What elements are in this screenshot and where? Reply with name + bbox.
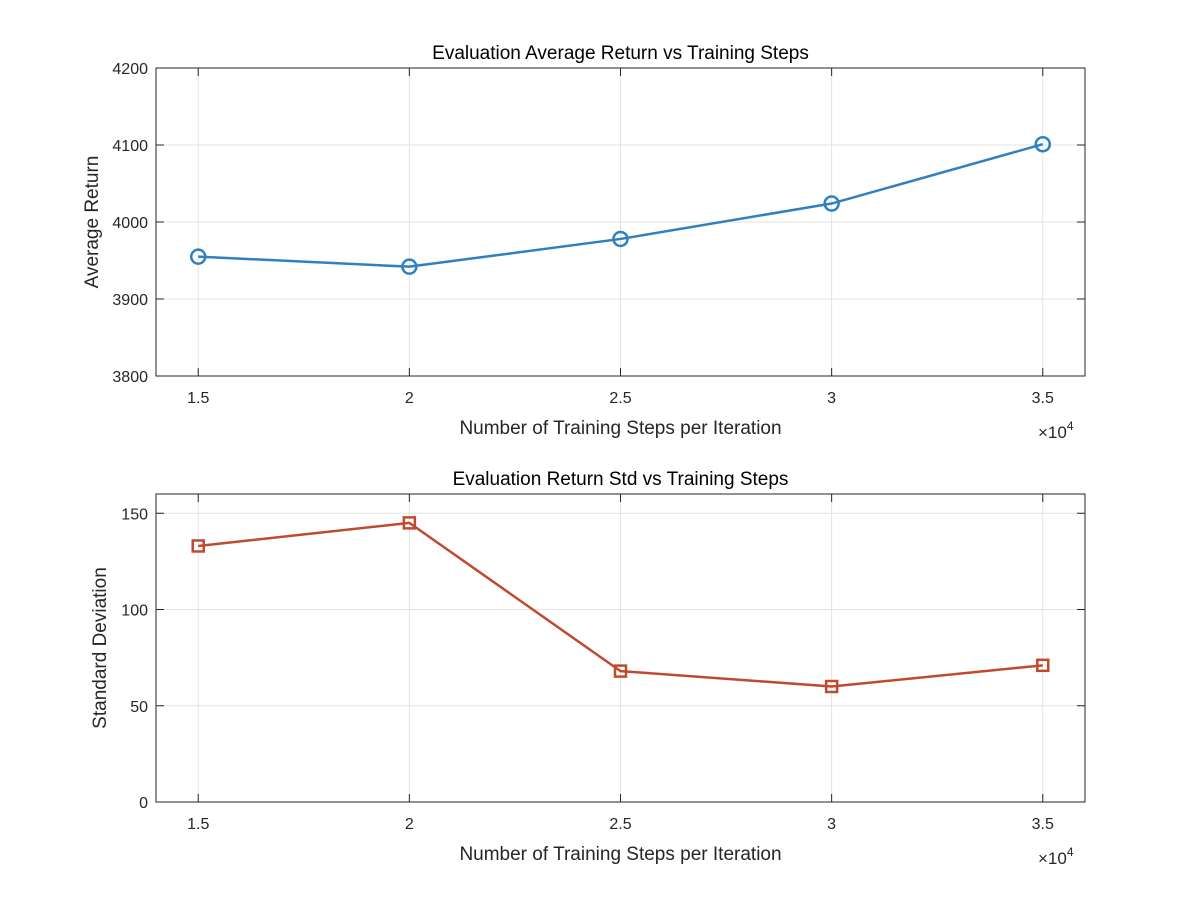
gridlines	[156, 494, 1085, 803]
x-tick-label: 3.5	[1032, 390, 1054, 407]
x-axis-label: Number of Training Steps per Iteration	[459, 418, 781, 439]
data-point-marker	[191, 539, 205, 553]
y-tick-labels: 3800 3900 4000 4100 4200	[112, 61, 148, 386]
data-point-marker	[1036, 658, 1050, 673]
y-axis-label: Standard Deviation	[90, 567, 111, 729]
data-point-marker	[823, 195, 840, 212]
exponent-power: 4	[1067, 419, 1074, 433]
y-tick-labels: 0 50 100 150	[121, 506, 148, 812]
y-tick-label: 4200	[112, 61, 148, 78]
exponent-power: 4	[1067, 845, 1074, 859]
y-axis-label: Average Return	[82, 156, 103, 289]
x-tick-label: 3.5	[1032, 816, 1054, 833]
y-tick-label: 4000	[112, 215, 148, 232]
x-axis-exponent: ×104	[1038, 419, 1074, 442]
data-series	[191, 516, 1050, 694]
x-tick-labels: 1.5 2 2.5 3 3.5	[187, 816, 1054, 833]
subplot-average-return: 1.5 2 2.5 3 3.5 3800 3900 4000 4100 4200 Evaluat…	[82, 43, 1086, 442]
x-tick-label: 2	[405, 390, 414, 407]
x-axis-exponent: ×104	[1038, 845, 1074, 868]
y-tick-label: 150	[121, 506, 148, 523]
axes-box	[155, 67, 1086, 377]
data-point-marker	[612, 230, 629, 248]
y-tick-label: 0	[139, 795, 148, 812]
series-line	[198, 143, 1044, 268]
data-point-marker	[613, 664, 628, 678]
y-tick-label: 50	[130, 699, 148, 716]
y-tick-label: 100	[121, 603, 148, 620]
x-tick-labels: 1.5 2 2.5 3 3.5	[187, 390, 1054, 407]
y-tick-label: 3900	[112, 292, 148, 309]
data-series	[189, 135, 1052, 275]
data-point-marker	[1034, 135, 1052, 153]
x-tick-label: 2	[405, 816, 414, 833]
x-axis-label: Number of Training Steps per Iteration	[459, 844, 781, 865]
x-tick-label: 3	[827, 390, 836, 407]
gridlines	[156, 67, 1085, 377]
series-line	[198, 521, 1043, 688]
data-point-marker	[824, 679, 839, 694]
subplot-standard-deviation: 1.5 2 2.5 3 3.5 0 50 100 150 Evaluation Return …	[90, 469, 1086, 868]
exponent-base: ×10	[1038, 423, 1067, 442]
x-tick-label: 1.5	[187, 390, 209, 407]
exponent-base: ×10	[1038, 849, 1067, 868]
y-tick-label: 4100	[112, 138, 148, 155]
x-tick-label: 3	[827, 816, 836, 833]
data-point-marker	[401, 258, 418, 275]
data-point-marker	[402, 516, 417, 530]
chart-title: Evaluation Return Std vs Training Steps	[453, 469, 789, 490]
axes-box	[155, 493, 1086, 803]
x-tick-label: 2.5	[609, 816, 631, 833]
data-point-marker	[189, 248, 207, 265]
y-tick-label: 3800	[112, 369, 148, 386]
chart-title: Evaluation Average Return vs Training St…	[432, 43, 809, 64]
x-tick-label: 1.5	[187, 816, 209, 833]
x-tick-label: 2.5	[609, 390, 631, 407]
